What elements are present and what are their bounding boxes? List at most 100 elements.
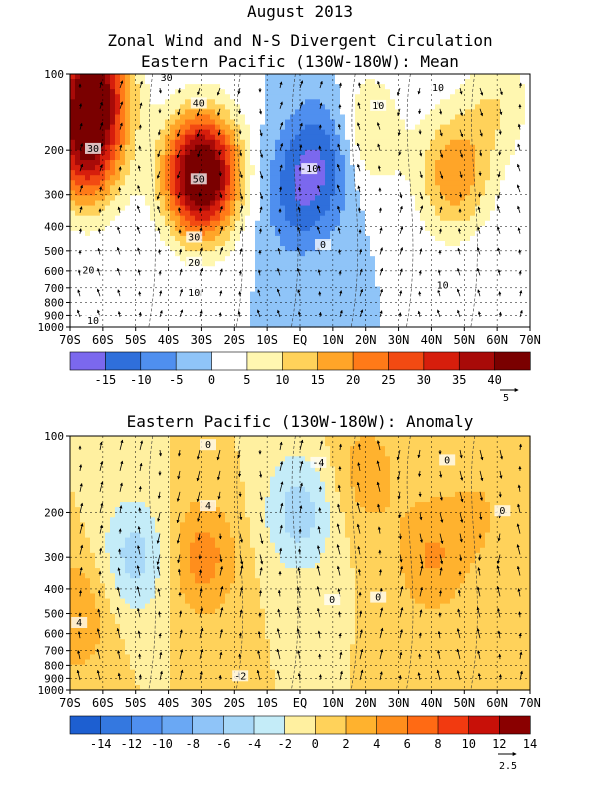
heatmap-cell bbox=[400, 251, 406, 257]
heatmap-cell bbox=[145, 200, 151, 207]
heatmap-cell bbox=[125, 109, 131, 116]
heatmap-cell bbox=[450, 225, 456, 232]
heatmap-cell bbox=[310, 149, 316, 156]
heatmap-cell bbox=[390, 79, 396, 85]
heatmap-cell bbox=[220, 124, 226, 131]
heatmap-cell bbox=[200, 321, 206, 328]
heatmap-cell bbox=[445, 129, 451, 136]
heatmap-cell bbox=[205, 321, 211, 328]
heatmap-cell bbox=[140, 144, 146, 151]
heatmap-cell bbox=[470, 220, 476, 227]
heatmap-cell bbox=[260, 230, 266, 237]
heatmap-cell bbox=[265, 210, 271, 217]
heatmap-cell bbox=[235, 220, 241, 227]
heatmap-cell bbox=[160, 306, 166, 313]
heatmap-cell bbox=[150, 256, 156, 262]
heatmap-cell bbox=[365, 180, 371, 186]
heatmap-cell bbox=[205, 190, 211, 197]
heatmap-cell bbox=[465, 79, 471, 85]
heatmap-cell bbox=[230, 296, 236, 303]
heatmap-cell bbox=[120, 271, 126, 277]
heatmap-cell bbox=[385, 210, 391, 217]
heatmap-cell bbox=[475, 321, 481, 328]
heatmap-cell bbox=[200, 149, 206, 156]
heatmap-cell bbox=[275, 235, 281, 242]
heatmap-cell bbox=[245, 84, 251, 90]
heatmap-cell bbox=[515, 154, 521, 161]
heatmap-cell bbox=[515, 94, 521, 100]
heatmap-cell bbox=[150, 79, 156, 85]
heatmap-cell bbox=[250, 271, 256, 277]
heatmap-cell bbox=[80, 210, 86, 217]
heatmap-cell bbox=[190, 74, 196, 80]
heatmap-cell bbox=[505, 286, 511, 293]
heatmap-cell bbox=[430, 180, 436, 186]
heatmap-cell bbox=[85, 210, 91, 217]
heatmap-cell bbox=[235, 84, 241, 90]
heatmap-cell bbox=[255, 286, 261, 293]
heatmap-cell bbox=[265, 185, 271, 191]
heatmap-cell bbox=[85, 281, 91, 288]
heatmap-cell bbox=[220, 200, 226, 207]
heatmap-cell bbox=[130, 296, 136, 303]
heatmap-cell bbox=[160, 230, 166, 237]
heatmap-cell bbox=[365, 220, 371, 227]
heatmap-cell bbox=[285, 225, 291, 232]
heatmap-cell bbox=[330, 109, 336, 116]
heatmap-cell bbox=[70, 281, 76, 288]
heatmap-cell bbox=[490, 251, 496, 257]
heatmap-cell bbox=[495, 240, 501, 247]
heatmap-cell bbox=[335, 306, 341, 313]
heatmap-cell bbox=[270, 230, 276, 237]
heatmap-cell bbox=[140, 170, 146, 176]
heatmap-cell bbox=[500, 129, 506, 136]
heatmap-cell bbox=[215, 200, 221, 207]
heatmap-cell bbox=[470, 185, 476, 191]
heatmap-cell bbox=[460, 79, 466, 85]
heatmap-cell bbox=[520, 291, 526, 298]
heatmap-cell bbox=[235, 271, 241, 277]
heatmap-cell bbox=[350, 190, 356, 197]
heatmap-cell bbox=[340, 235, 346, 242]
heatmap-cell bbox=[105, 200, 111, 207]
heatmap-cell bbox=[360, 210, 366, 217]
heatmap-cell bbox=[320, 185, 326, 191]
heatmap-cell bbox=[360, 281, 366, 288]
heatmap-cell bbox=[305, 139, 311, 146]
heatmap-cell bbox=[350, 139, 356, 146]
heatmap-cell bbox=[375, 190, 381, 197]
heatmap-cell bbox=[255, 311, 261, 318]
heatmap-cell bbox=[245, 276, 251, 283]
heatmap-cell bbox=[450, 180, 456, 186]
heatmap-cell bbox=[400, 84, 406, 90]
heatmap-cell bbox=[170, 124, 176, 131]
heatmap-cell bbox=[370, 160, 376, 166]
heatmap-cell bbox=[290, 139, 296, 146]
heatmap-cell bbox=[95, 271, 101, 277]
heatmap-cell bbox=[130, 215, 136, 222]
heatmap-cell bbox=[235, 235, 241, 242]
heatmap-cell bbox=[500, 170, 506, 176]
heatmap-cell bbox=[470, 170, 476, 176]
heatmap-cell bbox=[290, 230, 296, 237]
heatmap-cell bbox=[120, 246, 126, 252]
heatmap-cell bbox=[320, 154, 326, 161]
heatmap-cell bbox=[290, 276, 296, 283]
heatmap-cell bbox=[165, 291, 171, 298]
heatmap-cell bbox=[360, 185, 366, 191]
heatmap-cell bbox=[100, 149, 106, 156]
heatmap-cell bbox=[490, 134, 496, 141]
heatmap-cell bbox=[445, 301, 451, 308]
heatmap-cell bbox=[445, 220, 451, 227]
wind-vector bbox=[79, 142, 83, 151]
heatmap-cell bbox=[75, 281, 81, 288]
heatmap-cell bbox=[480, 266, 486, 272]
heatmap-cell bbox=[345, 104, 351, 111]
heatmap-cell bbox=[395, 99, 401, 105]
heatmap-cell bbox=[350, 316, 356, 323]
heatmap-cell bbox=[350, 180, 356, 186]
heatmap-cell bbox=[80, 281, 86, 288]
heatmap-cell bbox=[140, 276, 146, 283]
heatmap-cell bbox=[335, 94, 341, 100]
heatmap-cell bbox=[390, 246, 396, 252]
